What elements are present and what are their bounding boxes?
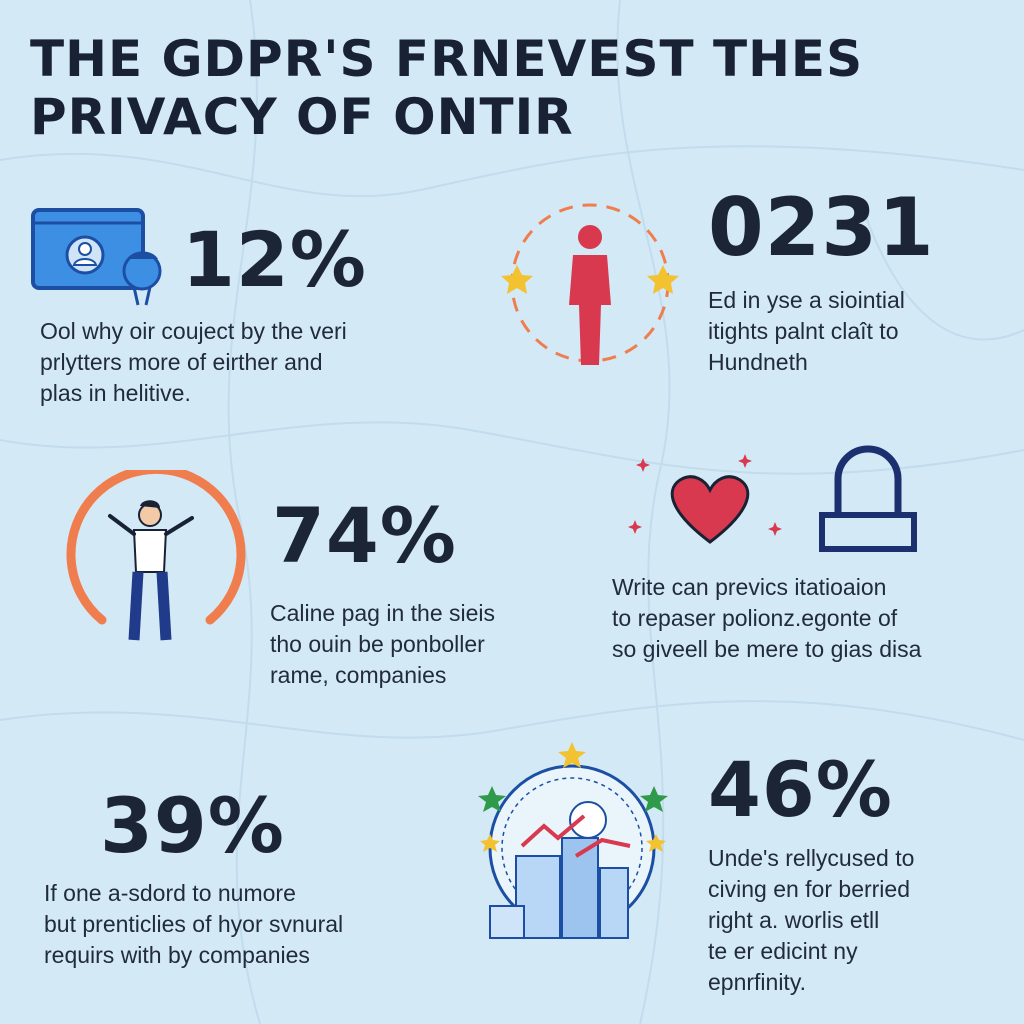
desc-line: Ool why oir couject by the veri (40, 318, 347, 344)
stat-value: 74% (272, 491, 457, 580)
desc-line: rame, companies (270, 662, 447, 688)
lock-shackle-icon (819, 445, 917, 552)
stat-description: Ool why oir couject by the veri prlytter… (40, 316, 347, 409)
desc-line: Unde's rellycused to (708, 845, 915, 871)
stat-value: 12% (182, 215, 367, 304)
stat-description: Write can prevics itatioaion to repaser … (612, 572, 921, 665)
desc-line: If one a-sdord to numore (44, 880, 296, 906)
desc-line: tho ouin be ponboller (270, 631, 485, 657)
title-line-1: THE GDPR'S FRNEVEST THES (30, 30, 864, 88)
stat-value: 46% (708, 745, 893, 834)
desc-line: civing en for berried (708, 876, 910, 902)
stat-value: 39% (100, 781, 285, 870)
stat-value: 0231 (708, 181, 935, 274)
desc-line: Caline pag in the sieis (270, 600, 496, 626)
person-arms-up-icon (66, 470, 246, 641)
stat-description: If one a-sdord to numore but prenticlies… (44, 878, 343, 971)
stat-description: Caline pag in the sieis tho ouin be ponb… (270, 598, 495, 691)
heart-icon (628, 454, 782, 544)
desc-line: right a. worlis etll (708, 907, 880, 933)
page-title: THE GDPR'S FRNEVEST THES PRIVACY OF ONTI… (30, 30, 990, 146)
desc-line: te er edicint ny (708, 938, 858, 964)
desc-line: Hundneth (708, 349, 808, 375)
desc-line: but prenticlies of hyor svnural (44, 911, 344, 937)
desc-line: so giveell be mere to gias disa (612, 636, 922, 662)
desc-line: itights palnt claît to (708, 318, 899, 344)
browser-profile-icon (31, 208, 162, 306)
person-stars-icon (501, 203, 679, 365)
desc-line: requirs with by companies (44, 942, 310, 968)
title-line-2: PRIVACY OF ONTIR (30, 88, 574, 146)
desc-line: plas in helitive. (40, 380, 191, 406)
desc-line: to repaser polionz.egonte of (612, 605, 898, 631)
stat-description: Unde's rellycused to civing en for berri… (708, 843, 914, 998)
desc-line: Ed in yse a siointial (708, 287, 905, 313)
city-growth-stars-icon (478, 742, 668, 939)
stat-description: Ed in yse a siointial itights palnt claî… (708, 285, 905, 378)
desc-line: epnrfinity. (708, 969, 807, 995)
desc-line: Write can prevics itatioaion (612, 574, 887, 600)
desc-line: prlytters more of eirther and (40, 349, 323, 375)
